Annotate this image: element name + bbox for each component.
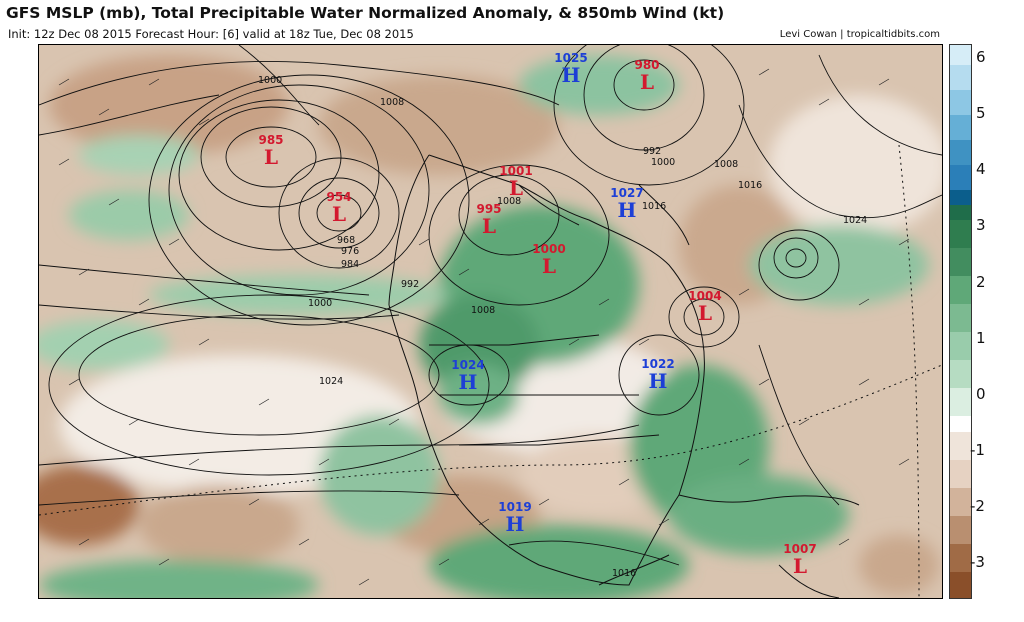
colorbar-tick: 3: [976, 216, 986, 234]
high-pressure-system: 1027 H: [610, 186, 644, 222]
low-pressure-system: 995 L: [476, 202, 502, 238]
wind-barbs: [58, 68, 910, 586]
isobar-label: 1024: [319, 376, 344, 387]
high-pressure-system: 1022 H: [641, 357, 675, 393]
isobar-label: 992: [643, 146, 662, 157]
isobar-label: 984: [341, 259, 360, 270]
isobar-label: 992: [401, 279, 420, 290]
low-pressure-system: 1000 L: [532, 242, 566, 278]
isobar-label: 1008: [471, 305, 496, 316]
isobar-label: 1016: [738, 180, 763, 191]
isobar-label: 1008: [380, 97, 405, 108]
colorbar-tick: -3: [970, 553, 985, 571]
isobar-label: 1000: [258, 75, 283, 86]
isobar-label: 976: [341, 246, 360, 257]
colorbar-tick: -1: [970, 441, 985, 459]
high-pressure-system: 1025 H: [554, 51, 588, 87]
colorbar-tick: 6: [976, 48, 986, 66]
credit-text: Levi Cowan | tropicaltidbits.com: [779, 29, 940, 40]
colorbar-tick: 1: [976, 329, 986, 347]
colorbar-tick: 2: [976, 273, 986, 291]
isobar-label: 1016: [612, 568, 637, 579]
coastlines: [388, 154, 860, 586]
low-pressure-system: 1001 L: [499, 164, 533, 200]
isobars: [39, 45, 942, 598]
isobar-label: 1000: [308, 298, 333, 309]
dotted-contour-east: [898, 144, 920, 598]
high-pressure-system: 1024 H: [451, 358, 485, 394]
isobar-label: 1024: [843, 215, 868, 226]
weather-map: [38, 44, 943, 599]
high-pressure-system: 1019 H: [498, 500, 532, 536]
isobar-label: 1008: [497, 196, 522, 207]
colorbar-tick: -2: [970, 497, 985, 515]
colorbar-gradient: [950, 45, 971, 598]
map-title: GFS MSLP (mb), Total Precipitable Water …: [6, 4, 725, 22]
isobar-label: 968: [337, 235, 356, 246]
isobar-label: 1016: [642, 201, 667, 212]
low-pressure-system: 954 L: [326, 190, 352, 226]
map-subtitle: Init: 12z Dec 08 2015 Forecast Hour: [6]…: [8, 27, 414, 41]
low-pressure-system: 1007 L: [783, 542, 817, 578]
colorbar-tick: 5: [976, 104, 986, 122]
low-pressure-system: 1004 L: [688, 289, 722, 325]
isobar-label: 1008: [714, 159, 739, 170]
isobar-label: 1000: [651, 157, 676, 168]
map-canvas: [39, 45, 942, 598]
colorbar-tick: 4: [976, 160, 986, 178]
low-pressure-system: 980 L: [634, 58, 660, 94]
colorbar-tick: 0: [976, 385, 986, 403]
dotted-contour: [39, 364, 942, 516]
anomaly-shading: [39, 55, 942, 598]
low-pressure-system: 985 L: [258, 133, 284, 169]
colorbar: [949, 44, 972, 599]
